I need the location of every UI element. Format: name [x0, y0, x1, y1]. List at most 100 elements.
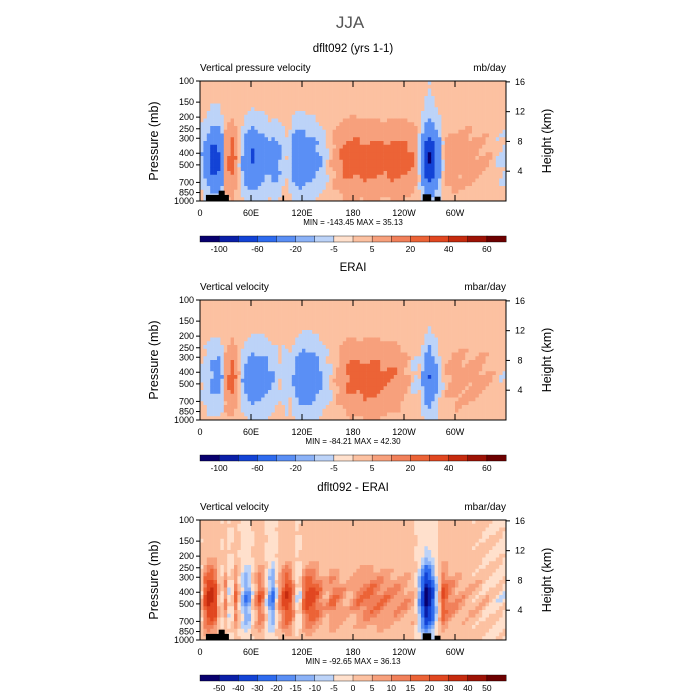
heatmap-cell: [203, 103, 208, 108]
heatmap-cell: [472, 107, 476, 112]
heatmap-cell: [278, 189, 282, 194]
heatmap-cell: [298, 393, 303, 398]
heatmap-cell: [502, 186, 507, 191]
heatmap-cell: [397, 156, 401, 161]
heatmap-cell: [383, 126, 388, 131]
heatmap-cell: [383, 330, 388, 335]
heatmap-cell: [349, 318, 354, 323]
heatmap-cell: [332, 193, 337, 198]
heatmap-cell: [206, 382, 211, 387]
heatmap-cell: [329, 103, 333, 108]
heatmap-cell: [424, 129, 429, 134]
heatmap-cell: [424, 118, 429, 123]
heatmap-cell: [281, 159, 286, 164]
heatmap-cell: [291, 114, 296, 119]
heatmap-cell: [237, 371, 242, 376]
heatmap-cell: [349, 390, 354, 395]
heatmap-cell: [322, 363, 327, 368]
heatmap-cell: [393, 386, 398, 391]
heatmap-cell: [393, 322, 398, 327]
heatmap-cell: [281, 360, 286, 365]
heatmap-cell: [305, 386, 310, 391]
heatmap-cell: [393, 111, 398, 116]
heatmap-cell: [237, 178, 242, 183]
heatmap-cell: [485, 197, 490, 202]
heatmap-cell: [278, 303, 282, 308]
heatmap-cell: [322, 367, 327, 372]
heatmap-cell: [257, 363, 262, 368]
heatmap-cell: [247, 367, 252, 372]
heatmap-cell: [234, 311, 238, 316]
heatmap-cell: [257, 81, 262, 86]
heatmap-cell: [223, 156, 228, 161]
heatmap-cell: [213, 371, 218, 376]
heatmap-cell: [254, 129, 259, 134]
heatmap-cell: [417, 81, 422, 86]
heatmap-cell: [264, 103, 269, 108]
heatmap-cell: [271, 122, 276, 127]
heatmap-cell: [417, 111, 422, 116]
heatmap-cell: [322, 84, 327, 89]
heatmap-cell: [404, 356, 408, 361]
heatmap-cell: [356, 96, 361, 101]
heatmap-cell: [244, 315, 248, 320]
heatmap-cell: [492, 182, 497, 187]
heatmap-cell: [295, 333, 299, 338]
heatmap-cell: [342, 333, 347, 338]
heatmap-cell: [281, 137, 286, 142]
heatmap-cell: [227, 137, 231, 142]
heatmap-cell: [475, 137, 480, 142]
heatmap-cell: [376, 182, 381, 187]
heatmap-cell: [271, 382, 276, 387]
heatmap-cell: [244, 416, 248, 421]
heatmap-cell: [342, 393, 347, 398]
heatmap-cell: [407, 408, 412, 413]
heatmap-cell: [281, 163, 286, 168]
heatmap-cell: [421, 103, 425, 108]
heatmap-cell: [397, 96, 401, 101]
heatmap-cell: [281, 141, 286, 146]
heatmap-cell: [227, 92, 231, 97]
heatmap-cell: [223, 81, 228, 86]
heatmap-cell: [213, 341, 218, 346]
heatmap-cell: [502, 144, 507, 149]
height-tick-label: 16: [515, 77, 525, 87]
heatmap-cell: [342, 92, 347, 97]
heatmap-cell: [342, 382, 347, 387]
heatmap-cell: [322, 375, 327, 380]
heatmap-cell: [495, 88, 500, 93]
heatmap-cell: [383, 311, 388, 316]
heatmap-cell: [281, 382, 286, 387]
heatmap-cell: [200, 99, 204, 104]
heatmap-cell: [200, 375, 204, 380]
heatmap-cell: [322, 126, 327, 131]
heatmap-cell: [234, 386, 238, 391]
heatmap-cell: [281, 81, 286, 86]
heatmap-cell: [417, 103, 422, 108]
heatmap-cell: [431, 182, 435, 187]
heatmap-cell: [376, 163, 381, 168]
heatmap-cell: [410, 133, 415, 138]
heatmap-cell: [383, 129, 388, 134]
heatmap-cell: [223, 390, 228, 395]
heatmap-cell: [482, 186, 486, 191]
heatmap-cell: [370, 174, 374, 179]
heatmap-cell: [495, 129, 500, 134]
heatmap-cell: [373, 386, 378, 391]
heatmap-cell: [356, 193, 361, 198]
heatmap-cell: [366, 159, 371, 164]
heatmap-cell: [298, 141, 303, 146]
heatmap-cell: [240, 363, 245, 368]
heatmap-cell: [407, 189, 412, 194]
heatmap-cell: [339, 144, 344, 149]
heatmap-cell: [329, 367, 333, 372]
heatmap-cell: [397, 129, 401, 134]
heatmap-cell: [336, 345, 340, 350]
heatmap-cell: [278, 99, 282, 104]
heatmap-cell: [210, 163, 214, 168]
heatmap-cell: [312, 318, 316, 323]
heatmap-cell: [410, 174, 415, 179]
heatmap-cell: [240, 371, 245, 376]
heatmap-cell: [319, 167, 323, 172]
heatmap-cell: [373, 114, 378, 119]
